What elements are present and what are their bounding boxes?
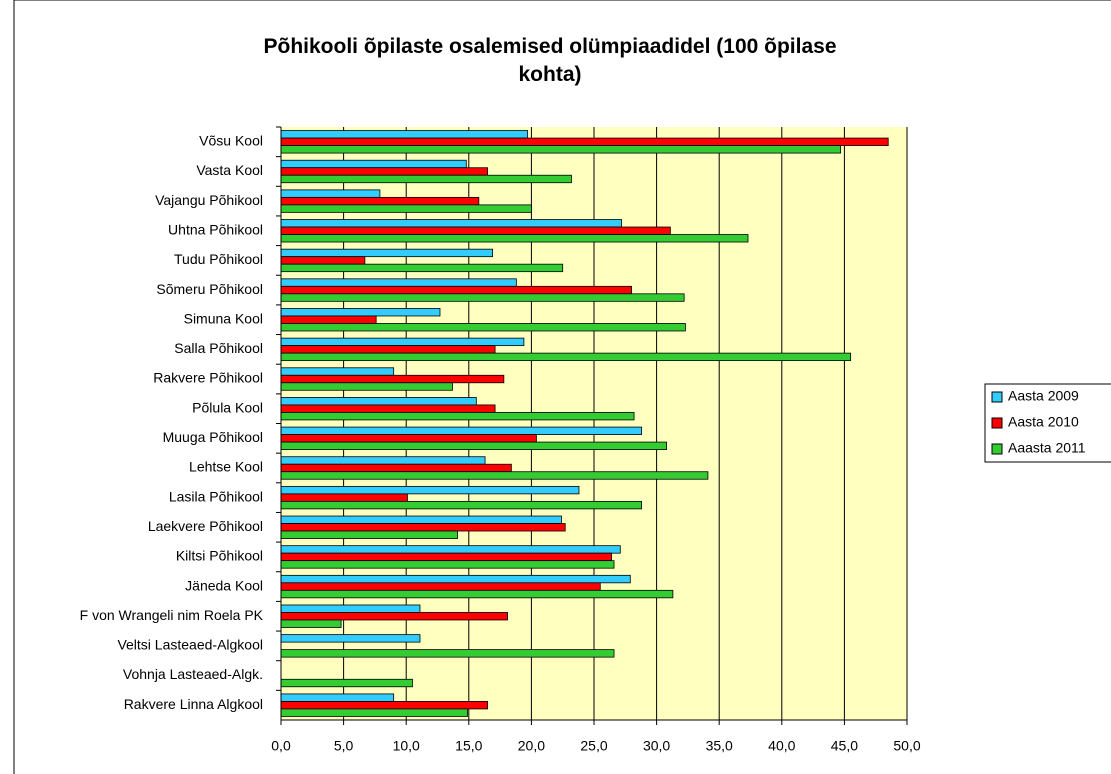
bar bbox=[280, 130, 529, 139]
bar bbox=[280, 248, 493, 258]
y-tick-label: Uhtna Põhikool bbox=[168, 221, 263, 237]
x-tick-label: 0,0 bbox=[271, 738, 291, 754]
x-tick-label: 5,0 bbox=[334, 738, 354, 754]
bar bbox=[280, 137, 889, 146]
y-tick-label: Vajangu Põhikool bbox=[155, 192, 263, 208]
x-tick-label: 35,0 bbox=[706, 738, 733, 754]
bar bbox=[280, 345, 496, 354]
bar bbox=[280, 552, 612, 562]
y-tick-label: Veltsi Lasteaed-Algkool bbox=[117, 637, 263, 653]
bar bbox=[280, 634, 421, 643]
bar bbox=[280, 382, 453, 391]
y-tick-label: F von Wrangeli nim Roela PK bbox=[80, 607, 264, 623]
bar bbox=[280, 204, 532, 213]
y-tick-label: Põlula Kool bbox=[192, 399, 263, 415]
bar bbox=[280, 649, 615, 658]
y-tick-label: Tudu Põhikool bbox=[174, 251, 263, 267]
legend-label: Aasta 2009 bbox=[1008, 388, 1079, 404]
x-tick-label: 30,0 bbox=[643, 738, 670, 754]
bar bbox=[280, 471, 709, 480]
bar bbox=[280, 219, 622, 228]
x-tick-label: 50,0 bbox=[893, 738, 920, 754]
x-tick-label: 10,0 bbox=[393, 738, 420, 754]
legend-label: Aaasta 2011 bbox=[1008, 440, 1086, 456]
bar bbox=[280, 589, 674, 599]
y-tick-label: Vohnja Lasteaed-Algk. bbox=[123, 666, 263, 682]
bar bbox=[280, 678, 413, 688]
bar bbox=[280, 485, 580, 495]
y-tick-label: Muuga Põhikool bbox=[163, 429, 263, 445]
bar bbox=[280, 167, 488, 176]
x-tick-label: 20,0 bbox=[518, 738, 545, 754]
bar bbox=[280, 574, 631, 584]
y-tick-label: Jäneda Kool bbox=[185, 577, 263, 593]
bar bbox=[280, 367, 395, 376]
bar bbox=[280, 604, 421, 613]
bar bbox=[280, 189, 381, 198]
bar bbox=[280, 612, 509, 621]
bar bbox=[280, 315, 377, 324]
bar bbox=[280, 493, 408, 502]
bar bbox=[280, 463, 512, 473]
bar bbox=[280, 145, 842, 154]
bar bbox=[280, 397, 477, 406]
x-tick-label: 25,0 bbox=[580, 738, 607, 754]
chart-title: Põhikooli õpilaste osalemised olümpiaadi… bbox=[264, 35, 837, 86]
x-tick-label: 45,0 bbox=[831, 738, 858, 754]
bar bbox=[280, 278, 517, 287]
bar bbox=[280, 337, 525, 347]
bar bbox=[280, 434, 537, 443]
legend-swatch bbox=[991, 443, 1003, 455]
bar bbox=[280, 285, 632, 295]
y-tick-label: Rakvere Linna Algkool bbox=[124, 696, 263, 712]
y-tick-label: Kiltsi Põhikool bbox=[176, 548, 263, 564]
bar bbox=[280, 174, 572, 184]
y-tick-label: Vasta Kool bbox=[196, 162, 263, 178]
bar bbox=[280, 693, 395, 702]
x-tick-label: 15,0 bbox=[455, 738, 482, 754]
bar bbox=[280, 293, 685, 302]
bar bbox=[280, 226, 671, 235]
x-tick-label: 40,0 bbox=[768, 738, 795, 754]
bar bbox=[280, 500, 642, 510]
bar bbox=[280, 619, 342, 628]
bar bbox=[280, 308, 441, 317]
y-tick-label: Laekvere Põhikool bbox=[148, 518, 263, 534]
bar bbox=[280, 412, 635, 421]
legend-box bbox=[984, 383, 1111, 463]
bar bbox=[280, 404, 496, 413]
y-tick-label: Rakvere Põhikool bbox=[153, 370, 263, 386]
bar bbox=[280, 708, 468, 717]
bar bbox=[280, 323, 686, 332]
bar bbox=[280, 701, 488, 710]
bar bbox=[280, 545, 621, 554]
bar bbox=[280, 582, 601, 591]
bar bbox=[280, 441, 668, 450]
bar bbox=[280, 523, 566, 532]
y-tick-label: Sõmeru Põhikool bbox=[156, 281, 263, 297]
legend-swatch bbox=[991, 391, 1003, 403]
bar bbox=[280, 159, 467, 169]
bar bbox=[280, 256, 366, 265]
bar bbox=[280, 263, 564, 273]
y-tick-label: Võsu Kool bbox=[199, 133, 263, 149]
legend-label: Aasta 2010 bbox=[1008, 414, 1079, 430]
bar bbox=[280, 426, 642, 435]
bar bbox=[280, 560, 615, 569]
y-tick-label: Salla Põhikool bbox=[174, 340, 263, 356]
bar bbox=[280, 374, 505, 384]
bar bbox=[280, 196, 480, 206]
y-tick-label: Lasila Põhikool bbox=[169, 488, 263, 504]
y-tick-label: Simuna Kool bbox=[184, 310, 263, 326]
legend-swatch bbox=[991, 417, 1003, 429]
bar bbox=[280, 352, 852, 362]
bar bbox=[280, 234, 749, 243]
bar bbox=[280, 456, 486, 465]
y-tick-label: Lehtse Kool bbox=[189, 459, 263, 475]
bar bbox=[280, 515, 562, 524]
bar bbox=[280, 530, 458, 539]
